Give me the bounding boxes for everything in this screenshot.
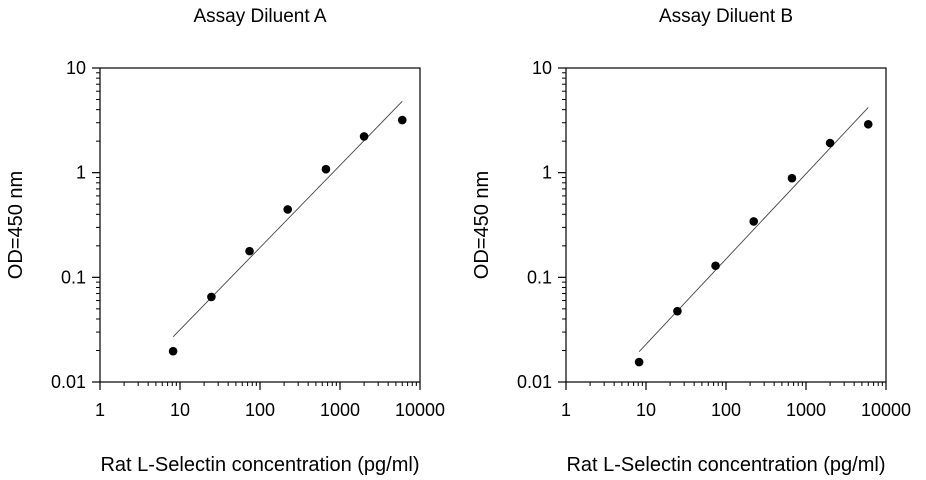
y-tick-label: 0.1 [527,267,552,287]
data-point [283,205,293,214]
data-point [397,115,407,125]
data-point [207,292,216,302]
data-point [359,132,369,141]
data-point [825,138,835,148]
data-point [245,246,254,256]
x-tick-label: 10 [170,400,190,420]
data-point [321,164,331,174]
chart-title: Assay Diluent A [193,6,326,27]
x-axis-label: Rat L-Selectin concentration (pg/ml) [100,454,419,476]
y-tick-label: 10 [66,58,86,78]
chart-panel-a: Assay Diluent A OD=450 nm Rat L-Selectin… [5,6,445,476]
x-tick-label: 1000 [786,400,826,420]
x-tick-label: 1 [561,400,571,420]
chart-title: Assay Diluent B [659,6,793,27]
y-tick-label: 1 [76,163,86,183]
y-tick-label: 0.1 [61,267,86,287]
y-tick-label: 1 [542,163,552,183]
plot-area: 1 10 100 1000 10000 0.01 0.1 1 10 [517,58,911,420]
plot-frame [565,67,887,383]
x-tick-label: 10 [636,400,656,420]
x-axis-label: Rat L-Selectin concentration (pg/ml) [566,454,885,476]
x-tick-label: 100 [245,400,275,420]
y-axis-label: OD=450 nm [5,171,27,279]
plot-frame [99,67,421,383]
data-point [787,173,797,183]
chart-panel-b: Assay Diluent B OD=450 nm Rat L-Selectin… [471,6,911,476]
data-point [673,306,682,316]
data-point [711,261,720,271]
y-tick-label: 10 [532,58,552,78]
y-tick-label: 0.01 [51,372,86,392]
data-point [168,346,178,356]
y-tick-label: 0.01 [517,372,552,392]
y-axis-label: OD=450 nm [471,171,493,279]
x-tick-label: 10000 [861,400,911,420]
data-point [634,357,644,367]
x-tick-label: 1000 [320,400,360,420]
data-point [749,217,759,226]
x-tick-label: 1 [95,400,105,420]
data-point [863,119,873,129]
plot-area: 1 10 100 1000 10000 0.01 0.1 1 10 [51,58,445,420]
x-tick-label: 100 [711,400,741,420]
x-tick-label: 10000 [395,400,445,420]
